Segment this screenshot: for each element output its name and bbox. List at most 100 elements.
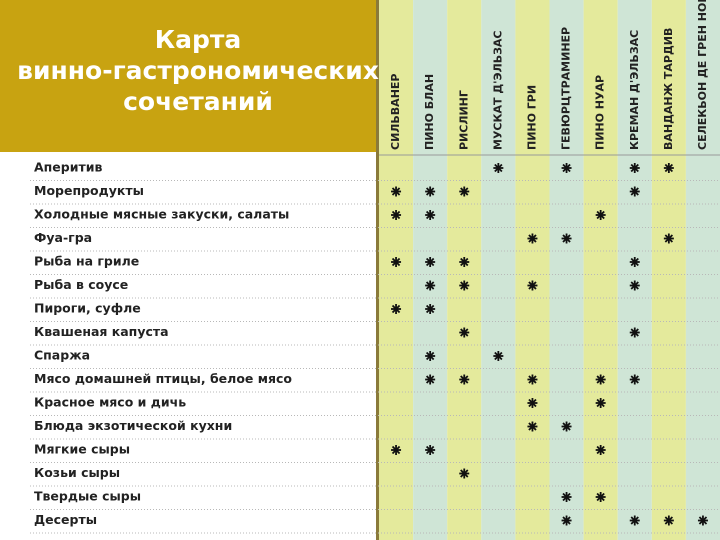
pairing-mark: [391, 210, 402, 220]
mark-stroke: [630, 375, 639, 384]
mark-stroke: [460, 257, 469, 267]
mark-stroke: [391, 210, 401, 220]
pairing-mark: [425, 280, 436, 291]
mark-stroke: [425, 445, 435, 455]
mark-stroke: [460, 281, 469, 290]
pairing-mark: [493, 351, 504, 361]
pairing-mark: [595, 210, 606, 220]
mark-stroke: [425, 281, 435, 290]
pairing-mark: [697, 515, 708, 526]
column-header: СЕЛЕКЬОН ДЕ ГРЕН НОБЛЬ: [696, 0, 709, 150]
pairing-mark: [561, 515, 572, 526]
mark-stroke: [528, 422, 537, 431]
pairing-mark: [663, 515, 674, 526]
pairing-mark: [629, 280, 640, 291]
column-header: ПИНО ГРИ: [525, 85, 538, 150]
column-stripe: [685, 0, 720, 540]
row-label: Рыба в соусе: [34, 277, 128, 292]
pairing-mark: [425, 304, 436, 314]
pairing-mark: [561, 233, 572, 244]
mark-stroke: [596, 492, 605, 502]
pairing-mark: [527, 233, 538, 244]
pairing-mark: [629, 186, 640, 197]
mark-stroke: [528, 281, 537, 290]
mark-stroke: [596, 398, 605, 408]
column-header: РИСЛИНГ: [457, 90, 470, 150]
mark-stroke: [630, 516, 639, 525]
pairing-mark: [629, 163, 640, 173]
mark-stroke: [562, 163, 571, 173]
pairing-mark: [595, 445, 606, 455]
mark-stroke: [391, 304, 401, 314]
pairing-mark: [425, 374, 436, 385]
mark-stroke: [562, 422, 571, 431]
column-header: КРЕМАН Д'ЭЛЬЗАС: [628, 30, 641, 150]
pairing-mark: [459, 186, 470, 197]
row-label: Твердые сыры: [34, 489, 141, 504]
mark-stroke: [664, 516, 674, 525]
row-label: Десерты: [34, 512, 97, 527]
pairing-mark: [425, 186, 436, 197]
mark-stroke: [596, 210, 605, 220]
row-label: Блюда экзотической кухни: [34, 418, 232, 433]
pairing-mark: [595, 374, 606, 385]
column-stripe: [481, 0, 516, 540]
pairing-mark: [663, 233, 674, 244]
pairing-mark: [629, 327, 640, 338]
row-label: Мягкие сыры: [34, 442, 130, 457]
row-label: Рыба на гриле: [34, 254, 139, 269]
mark-stroke: [425, 304, 435, 314]
divider: [376, 0, 379, 540]
title-line: сочетаний: [123, 87, 273, 116]
mark-stroke: [391, 187, 401, 196]
mark-stroke: [460, 469, 469, 478]
pairing-mark: [459, 280, 470, 291]
pairing-mark: [391, 186, 402, 197]
column-stripe: [617, 0, 652, 540]
pairing-mark: [391, 445, 402, 455]
pairing-mark: [561, 421, 572, 432]
title-line: Карта: [155, 25, 242, 54]
pairing-mark: [629, 515, 640, 526]
pairing-mark: [459, 257, 470, 267]
column-header: ВАНДАНЖ ТАРДИВ: [662, 28, 675, 150]
mark-stroke: [630, 257, 639, 267]
mark-stroke: [425, 375, 435, 384]
pairing-mark: [527, 421, 538, 432]
mark-stroke: [664, 234, 674, 243]
mark-stroke: [630, 328, 639, 337]
column-header: СИЛЬВАНЕР: [389, 74, 402, 150]
row-label: Козьи сыры: [34, 465, 120, 480]
mark-stroke: [425, 210, 435, 220]
pairing-mark: [425, 351, 436, 361]
pairing-mark: [391, 257, 402, 267]
row-label: Квашеная капуста: [34, 324, 169, 339]
column-stripe: [549, 0, 584, 540]
mark-stroke: [391, 257, 401, 267]
pairing-mark: [629, 257, 640, 267]
mark-stroke: [460, 328, 469, 337]
pairing-mark: [527, 374, 538, 385]
mark-stroke: [630, 281, 639, 290]
mark-stroke: [630, 187, 639, 196]
mark-stroke: [630, 163, 639, 173]
pairing-mark: [459, 468, 470, 479]
pairing-mark: [425, 210, 436, 220]
pairing-mark: [527, 280, 538, 291]
mark-stroke: [596, 445, 605, 455]
mark-stroke: [391, 445, 401, 455]
mark-stroke: [528, 375, 537, 384]
mark-stroke: [562, 234, 571, 243]
title-line: винно-гастрономических: [17, 56, 379, 85]
column-header: ПИНО НУАР: [594, 75, 607, 150]
pairing-mark: [493, 163, 504, 173]
column-stripe: [447, 0, 482, 540]
row-label: Красное мясо и дичь: [34, 395, 186, 410]
mark-stroke: [494, 351, 503, 361]
pairing-mark: [391, 304, 402, 314]
column-header: МУСКАТ Д'ЭЛЬЗАС: [491, 31, 504, 151]
column-header: ГЕВЮРЦТРАМИНЕР: [560, 27, 573, 150]
pairing-mark: [425, 445, 436, 455]
row-label: Холодные мясные закуски, салаты: [34, 207, 289, 222]
